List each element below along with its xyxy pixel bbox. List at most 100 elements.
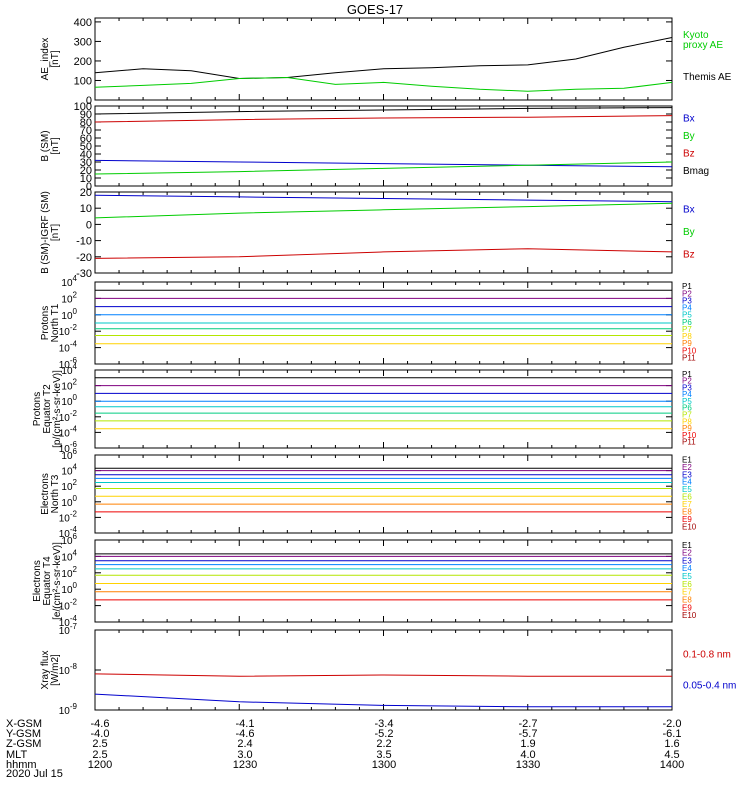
panel-frame: [94, 17, 673, 101]
legend-label: Bz: [683, 249, 695, 260]
y-tick-label: 102: [61, 378, 77, 393]
y-tick-label: 10-9: [59, 702, 78, 717]
y-tick-exponent: -4: [70, 525, 78, 534]
series-line-bx: [94, 194, 673, 203]
y-tick-label: 10-8: [59, 662, 78, 677]
footer-cell: -2.0: [663, 718, 682, 730]
legend-label: P6: [682, 318, 692, 327]
y-tick-label: 104: [61, 548, 77, 563]
panel-3: -30 -20 -10 0 10 20 B (SM)-IGRF (SM) [nT] Bx By Bz: [40, 187, 695, 280]
footer-cell: 1.6: [664, 738, 679, 750]
series-line-bz: [94, 115, 673, 123]
y-tick-exponent: -7: [70, 622, 78, 631]
series-line-0-05-0-4-nm: [94, 693, 672, 708]
y-axis-label: B (SM): [40, 130, 51, 161]
footer-cell: -4.1: [236, 718, 255, 730]
y-tick-label: 100: [61, 581, 77, 596]
y-axis-label: [nT]: [50, 137, 61, 154]
y-tick-label: 100: [74, 75, 92, 87]
y-tick-exponent: -2: [70, 509, 78, 518]
y-tick-label: -20: [76, 252, 92, 264]
y-tick-label: 400: [74, 17, 92, 29]
legend-label: Kyoto: [683, 30, 709, 41]
legend-label: E6: [682, 580, 692, 589]
y-tick-label: 10-2: [59, 509, 78, 524]
legend-label: P11: [682, 353, 696, 362]
y-tick-label: 10-4: [59, 340, 78, 355]
legend-label: Themis AE: [683, 72, 732, 83]
series-line-by: [94, 161, 673, 175]
y-tick-exponent: 0: [73, 581, 78, 590]
y-axis-label: AE_index: [40, 38, 51, 81]
legend-label: P3: [682, 296, 692, 305]
footer-cell: -4.6: [236, 728, 255, 740]
legend-label: P2: [682, 289, 692, 298]
legend-label: E1: [682, 541, 692, 550]
y-tick-label: -30: [76, 268, 92, 280]
legend-label: P11: [682, 438, 696, 447]
footer-row-label: Y-GSM: [6, 728, 41, 740]
y-tick-label: 102: [61, 478, 77, 493]
y-tick-label: 90: [80, 109, 92, 121]
legend-label: P4: [682, 390, 692, 399]
panel-frame: [94, 629, 673, 711]
legend-label: E3: [682, 470, 692, 479]
legend-label: E5: [682, 485, 692, 494]
y-tick-label: 200: [74, 56, 92, 68]
y-tick-label: 10-2: [59, 323, 78, 338]
y-axis-label: Equator T4: [42, 556, 53, 606]
legend-label: E7: [682, 588, 692, 597]
y-axis-label: Electrons: [32, 560, 43, 602]
legend-label: E5: [682, 572, 692, 581]
y-tick-exponent: -2: [70, 409, 78, 418]
y-tick-exponent: -4: [70, 340, 78, 349]
y-tick-label: 40: [80, 149, 92, 161]
y-tick-exponent: 4: [73, 463, 78, 472]
footer-cell: 1.9: [520, 738, 535, 750]
y-tick-label: 0: [86, 181, 92, 193]
footer-cell: 1230: [233, 759, 257, 771]
legend-label: E3: [682, 556, 692, 565]
y-axis-label: Xray flux: [40, 651, 51, 690]
y-tick-label: 102: [61, 565, 77, 580]
footer-cell: 2.2: [376, 738, 391, 750]
y-tick-label: 300: [74, 36, 92, 48]
y-tick-exponent: 2: [73, 290, 78, 299]
y-tick-label: 100: [61, 393, 77, 408]
legend-label: E9: [682, 515, 692, 524]
footer-cell: 4.0: [520, 749, 535, 761]
legend-label: P1: [682, 282, 692, 291]
y-tick-exponent: 0: [73, 307, 78, 316]
y-axis-label: [p/(cm²-s-sr-keV)]: [52, 370, 63, 448]
y-tick-label: 100: [61, 494, 77, 509]
y-tick-label: 102: [61, 290, 77, 305]
footer-row-label: hhmm: [6, 759, 37, 771]
legend-label: P3: [682, 383, 692, 392]
y-tick-label: 100: [61, 307, 77, 322]
legend-label: P4: [682, 304, 692, 313]
legend-label: E4: [682, 564, 692, 573]
series-line-bmag: [94, 107, 673, 115]
y-tick-exponent: 6: [73, 447, 78, 456]
legend-label: E4: [682, 478, 692, 487]
footer-cell: -2.7: [519, 718, 538, 730]
y-axis-label: [nT]: [50, 224, 61, 241]
legend-label: By: [683, 131, 695, 142]
series-line-bx: [94, 159, 673, 168]
legend-label: E2: [682, 463, 692, 472]
legend-label: P9: [682, 424, 692, 433]
series-line-bz: [94, 248, 673, 259]
y-tick-label: 20: [80, 165, 92, 177]
y-tick-exponent: -4: [70, 614, 78, 623]
legend-label: E10: [682, 611, 697, 620]
y-tick-exponent: -8: [70, 662, 78, 671]
series-line-themis-ae: [94, 37, 673, 80]
footer-cell: 1300: [372, 759, 396, 771]
